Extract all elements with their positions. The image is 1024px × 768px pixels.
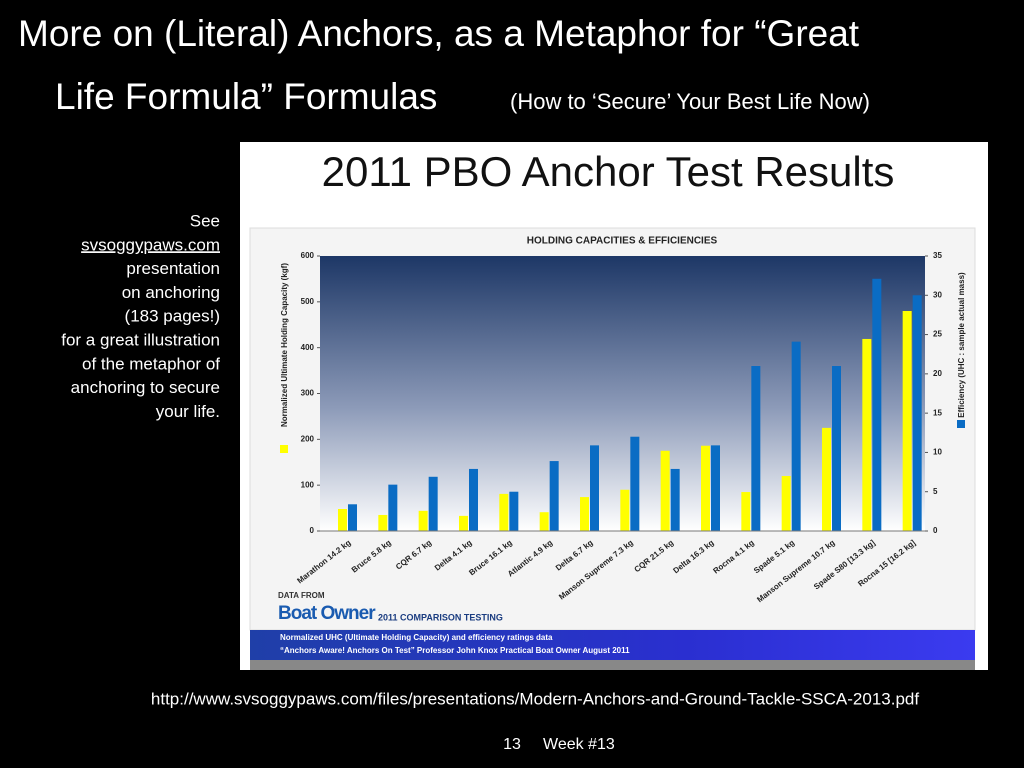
bar <box>832 366 841 531</box>
y-tick-label: 300 <box>301 389 315 398</box>
y2-tick-label: 35 <box>933 251 942 260</box>
bar <box>670 468 680 531</box>
source-url: http://www.svsoggypaws.com/files/present… <box>151 689 919 708</box>
y2-tick-label: 30 <box>933 290 942 299</box>
bar <box>388 484 398 531</box>
bar <box>701 445 710 531</box>
bar <box>549 461 559 531</box>
bar <box>590 445 599 531</box>
y-tick-label: 500 <box>301 297 315 306</box>
y2-tick-label: 20 <box>933 369 942 378</box>
bar <box>459 515 468 531</box>
toolbar-strip <box>250 660 975 670</box>
note-line: your life. <box>156 402 220 421</box>
note-line: (183 pages!) <box>125 307 220 326</box>
bar <box>338 509 347 531</box>
source-line: “Anchors Aware! Anchors On Test” Profess… <box>280 646 630 655</box>
bar <box>469 468 478 531</box>
bar <box>741 492 751 531</box>
week: Week #13 <box>543 736 615 753</box>
bar <box>862 338 872 531</box>
legend-swatch <box>280 445 288 453</box>
bar <box>781 476 791 531</box>
image-title: 2011 PBO Anchor Test Results <box>322 148 895 195</box>
note-line: svsoggypaws.com <box>81 235 220 254</box>
bar <box>580 497 589 531</box>
testing: 2011 COMPARISON TESTING <box>378 612 503 622</box>
bar <box>872 278 882 531</box>
y-tick-label: 0 <box>310 526 315 535</box>
y2-tick-label: 5 <box>933 487 938 496</box>
bar <box>428 476 438 531</box>
slide-title: More on (Literal) Anchors, as a Metaphor… <box>18 13 860 54</box>
y2-axis-label: Efficiency (UHC : sample actual mass) <box>957 272 966 418</box>
source-line: Normalized UHC (Ultimate Holding Capacit… <box>280 633 553 642</box>
note-line: presentation <box>126 259 220 278</box>
note-line: See <box>190 211 220 230</box>
data-from: DATA FROM <box>278 591 325 600</box>
note-line: of the metaphor of <box>82 354 220 373</box>
source-band <box>250 630 975 660</box>
bar <box>711 445 720 531</box>
bar <box>499 493 509 531</box>
y-tick-label: 600 <box>301 251 315 260</box>
y-axis-label: Normalized Ultimate Holding Capacity (kg… <box>280 263 289 427</box>
legend-swatch <box>957 420 965 428</box>
y2-tick-label: 10 <box>933 448 942 457</box>
page-number: 13 <box>503 736 521 753</box>
bar <box>418 510 428 531</box>
bar <box>378 514 388 531</box>
note-line: on anchoring <box>122 283 220 302</box>
bar <box>620 489 630 531</box>
bar <box>539 512 549 531</box>
note-line: for a great illustration <box>61 330 220 349</box>
bar <box>660 450 670 531</box>
chart-title: HOLDING CAPACITIES & EFFICIENCIES <box>527 236 718 247</box>
slide-title: Life Formula” Formulas <box>55 76 437 117</box>
y-tick-label: 400 <box>301 343 315 352</box>
y-tick-label: 100 <box>301 480 315 489</box>
y2-tick-label: 0 <box>933 526 938 535</box>
y-tick-label: 200 <box>301 434 315 443</box>
bar <box>912 295 922 531</box>
y2-tick-label: 15 <box>933 408 942 417</box>
bar <box>630 436 640 531</box>
bar <box>348 504 357 531</box>
y2-tick-label: 25 <box>933 330 942 339</box>
bar <box>902 311 912 531</box>
bar <box>822 427 831 531</box>
brand: Boat Owner <box>278 603 376 624</box>
note-line: anchoring to secure <box>71 378 220 397</box>
bar <box>791 341 801 531</box>
bar <box>751 366 761 531</box>
side-note: See svsoggypaws.com presentation on anchori… <box>61 211 220 420</box>
slide-subtitle: (How to ‘Secure’ Your Best Life Now) <box>510 89 870 114</box>
bar <box>509 491 519 531</box>
